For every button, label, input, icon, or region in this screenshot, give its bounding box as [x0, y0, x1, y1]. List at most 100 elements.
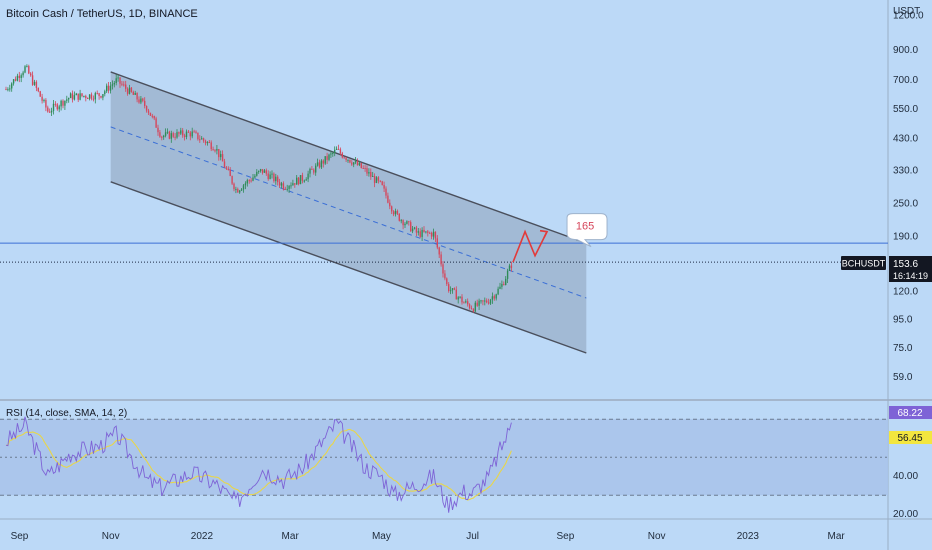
candle	[176, 129, 178, 139]
candle	[299, 175, 302, 185]
last-price-value: 153.6	[893, 259, 918, 270]
candle	[35, 80, 38, 92]
candle	[68, 97, 70, 103]
candle	[398, 213, 400, 222]
horizontal-lines[interactable]	[0, 242, 888, 263]
candle	[292, 179, 294, 186]
candle	[132, 90, 134, 95]
candle	[256, 169, 258, 177]
rsi-value-badges: 68.22 56.45	[889, 406, 932, 444]
candle	[379, 180, 381, 183]
candle	[94, 91, 96, 104]
candle	[109, 81, 112, 94]
candle	[172, 131, 174, 139]
candle	[60, 99, 62, 111]
candle	[39, 90, 41, 97]
candle	[246, 178, 248, 187]
candle	[58, 104, 60, 113]
candle	[294, 183, 296, 188]
candle	[275, 173, 277, 185]
candle	[364, 165, 366, 172]
candle	[20, 73, 22, 83]
candle	[328, 153, 330, 162]
candle	[126, 87, 129, 96]
candle	[448, 282, 450, 293]
candle	[12, 78, 15, 86]
channel-upper-line[interactable]	[110, 71, 587, 244]
rsi-sma-text: 56.45	[897, 433, 922, 444]
candle	[273, 172, 275, 183]
target-label: 165	[576, 221, 594, 233]
candle	[79, 89, 81, 101]
candle	[252, 173, 254, 182]
candle	[202, 137, 205, 143]
projection-line[interactable]	[512, 229, 548, 263]
candle	[153, 115, 155, 121]
candle	[427, 229, 429, 237]
candle	[88, 94, 91, 101]
candle	[24, 65, 26, 74]
candle	[486, 298, 488, 304]
candle	[370, 168, 372, 180]
candle	[56, 103, 58, 111]
candle	[354, 157, 357, 165]
regression-channel[interactable]	[110, 71, 587, 354]
candle	[356, 158, 359, 166]
last-price-marker[interactable]: BCHUSDT 153.6 16:14:19	[841, 256, 932, 282]
candle	[187, 130, 190, 133]
price-tick-label: 700.0	[893, 75, 918, 86]
candle	[168, 130, 171, 140]
candle	[410, 220, 412, 232]
candle	[128, 84, 131, 95]
projection-path[interactable]	[512, 229, 549, 263]
candle	[75, 92, 77, 96]
candle	[353, 162, 355, 168]
candle	[180, 127, 182, 136]
candle	[64, 100, 66, 110]
candle	[459, 296, 461, 299]
candle	[457, 296, 459, 304]
candle	[415, 225, 418, 237]
time-tick-label: Nov	[648, 531, 666, 542]
candle	[468, 303, 471, 310]
candle	[73, 91, 76, 101]
target-callout[interactable]: 165	[566, 213, 608, 248]
candle	[449, 286, 452, 295]
candle	[413, 226, 416, 230]
channel-lower-line[interactable]	[110, 181, 587, 354]
candle	[229, 167, 231, 177]
candle	[341, 151, 343, 159]
candle	[117, 74, 119, 82]
candle	[123, 81, 125, 87]
candle	[193, 129, 195, 133]
candle	[440, 251, 442, 267]
price-tick-label: 95.0	[893, 315, 913, 326]
candle	[290, 182, 292, 189]
candle	[446, 277, 448, 286]
candle	[368, 168, 370, 177]
candle	[286, 184, 288, 192]
candle	[220, 150, 222, 161]
price-tick-label: 75.0	[893, 343, 913, 354]
time-tick-label: 2022	[191, 531, 214, 542]
candle	[324, 156, 326, 165]
candle	[244, 181, 247, 190]
channel-median-line[interactable]	[110, 126, 587, 299]
rsi-sma-badge	[889, 431, 932, 444]
time-tick-label: May	[372, 531, 391, 542]
candle	[119, 77, 121, 88]
candle	[467, 298, 469, 307]
candle	[381, 180, 383, 186]
candle	[421, 227, 423, 242]
time-axis[interactable]: Sep Nov 2022 Mar May Jul Sep Nov 2023 Mar	[11, 531, 846, 542]
candle	[408, 220, 410, 226]
candle	[26, 64, 28, 68]
candle	[330, 151, 332, 158]
candle	[484, 297, 486, 306]
candle	[237, 187, 239, 193]
candle	[45, 98, 47, 112]
candle	[191, 127, 193, 139]
candle	[113, 80, 115, 88]
